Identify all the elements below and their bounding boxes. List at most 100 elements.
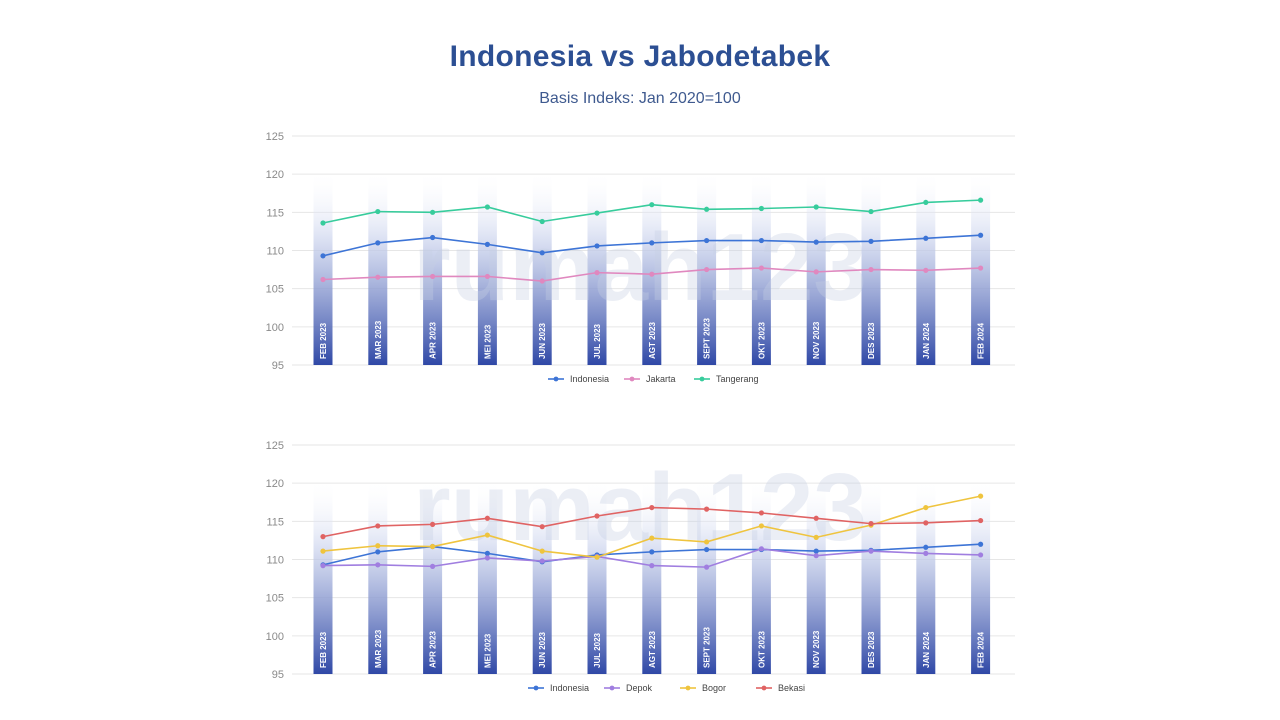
data-point-bogor [320,548,326,554]
x-tick-label: MAR 2023 [374,629,383,668]
x-tick-label: NOV 2023 [812,630,821,668]
data-point-tangerang [430,209,436,215]
data-point-bekasi [594,513,600,519]
watermark: rumah123 [413,454,867,561]
data-point-depok [539,558,545,564]
y-tick-label: 115 [266,207,284,219]
x-tick-label: SEPT 2023 [703,318,712,359]
category-bar [916,170,936,365]
data-point-tangerang [594,210,600,216]
x-tick-label: JUL 2023 [593,323,602,359]
category-bar [477,479,497,674]
data-point-tangerang [923,199,929,206]
page-title: Indonesia vs Jabodetabek [449,40,831,73]
data-point-bogor [704,539,710,545]
data-point-tangerang [649,202,655,208]
data-point-bekasi [430,521,436,527]
data-point-tangerang [539,218,545,225]
y-tick-label: 125 [266,131,284,143]
data-point-tangerang [320,220,326,226]
legend-label: Tangerang [716,374,759,384]
data-point-bogor [978,493,984,499]
data-point-depok [704,564,710,570]
legend-item-indonesia: Indonesia [548,374,609,384]
data-point-depok [320,563,326,569]
data-point-tangerang [868,208,874,215]
x-tick-label: AGT 2023 [648,322,657,359]
legend-marker [699,376,705,382]
data-point-indonesia [430,234,436,241]
data-point-bekasi [539,524,545,530]
data-point-indonesia [484,241,490,247]
legend-marker [533,685,539,691]
data-point-indonesia [704,237,710,244]
x-tick-label: JUL 2023 [593,632,602,668]
data-point-tangerang [375,208,381,215]
data-point-jakarta [539,278,545,284]
y-tick-label: 95 [272,669,284,681]
category-bar [971,479,991,674]
y-tick-label: 120 [266,169,284,181]
data-point-depok [978,552,984,558]
category-bar [587,479,607,674]
data-point-depok [923,550,929,556]
y-tick-label: 105 [266,284,284,296]
legend-label: Indonesia [550,683,589,693]
legend-marker [685,685,691,691]
legend-item-depok: Depok [604,683,653,693]
x-tick-label: JAN 2024 [922,322,931,359]
category-bar [587,170,607,365]
x-tick-label: SEPT 2023 [703,627,712,668]
data-point-indonesia [375,549,381,555]
legend-marker [761,685,767,691]
x-tick-label: JUN 2023 [538,631,547,668]
legend-item-bekasi: Bekasi [756,683,805,693]
category-bar [423,170,443,365]
data-point-indonesia [923,544,929,550]
data-point-indonesia [978,232,984,238]
data-point-depok [484,555,490,561]
x-tick-label: APR 2023 [429,322,438,359]
data-point-indonesia [594,243,600,249]
x-tick-label: MEI 2023 [483,633,492,668]
data-point-bekasi [649,504,655,511]
data-point-indonesia [320,253,326,259]
x-tick-label: NOV 2023 [812,321,821,359]
category-bar [532,479,552,674]
data-point-jakarta [758,265,765,271]
data-point-indonesia [484,550,490,556]
data-point-bekasi [758,510,765,516]
data-point-jakarta [704,266,710,273]
category-bar [368,479,388,674]
x-tick-label: JAN 2024 [922,631,931,668]
category-bar [861,479,881,674]
data-point-depok [868,548,874,554]
x-tick-label: MAR 2023 [374,320,383,359]
data-point-bogor [594,554,600,560]
data-point-bogor [375,543,381,549]
category-bar [423,479,443,674]
category-bar [642,170,662,365]
data-point-jakarta [978,265,984,271]
data-point-indonesia [923,235,929,241]
data-point-indonesia [649,549,655,555]
data-point-bekasi [978,517,984,524]
category-bar [477,170,497,365]
data-point-depok [430,563,436,569]
data-point-indonesia [704,546,710,553]
category-bar [806,170,826,365]
data-point-tangerang [758,205,765,212]
data-point-indonesia [649,240,655,246]
data-point-bekasi [484,515,490,521]
x-tick-label: OKT 2023 [757,322,766,359]
legend-label: Jakarta [646,374,676,384]
data-point-depok [375,562,381,568]
data-point-bekasi [320,534,326,540]
legend-item-tangerang: Tangerang [694,374,759,384]
legend-marker [609,685,615,691]
data-point-tangerang [484,204,490,210]
page-subtitle: Basis Indeks: Jan 2020=100 [539,90,741,107]
data-point-bogor [649,535,655,541]
y-tick-label: 120 [266,478,284,490]
